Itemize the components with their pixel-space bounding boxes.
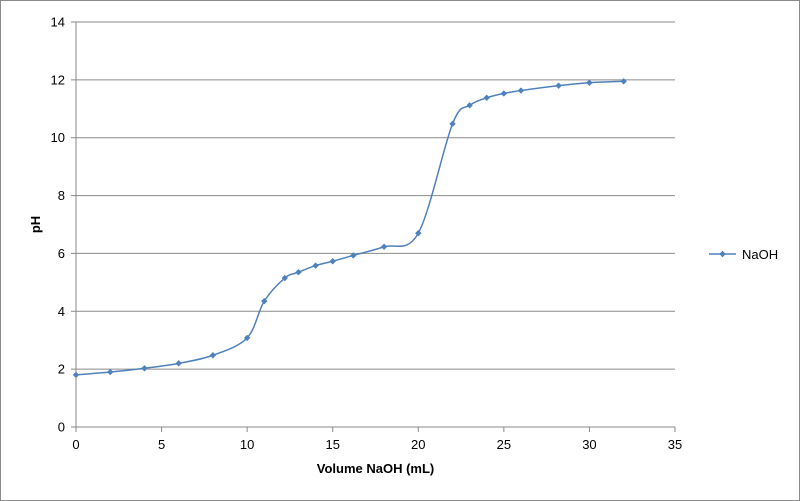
data-point-19 (555, 82, 562, 89)
data-point-20 (586, 79, 593, 86)
legend-label-naoh: NaOH (742, 247, 778, 262)
x-tick-label-25: 25 (497, 437, 511, 452)
x-tick-labels: 0 5 10 15 20 25 30 35 (72, 437, 682, 452)
data-point-4 (209, 352, 217, 359)
data-point-3 (175, 360, 182, 367)
data-point-18 (517, 87, 525, 94)
data-point-6 (261, 297, 268, 305)
x-axis-title: Volume NaOH (mL) (317, 461, 435, 476)
y-tick-label-4: 4 (58, 304, 65, 319)
x-tick-label-35: 35 (668, 437, 682, 452)
legend-marker-swatch (719, 250, 726, 258)
x-tick-label-10: 10 (240, 437, 254, 452)
data-point-5 (243, 334, 251, 342)
x-tick-label-20: 20 (411, 437, 425, 452)
data-point-0 (72, 371, 80, 379)
y-tick-label-12: 12 (51, 72, 65, 87)
legend: NaOH (709, 247, 778, 262)
data-point-12 (380, 243, 388, 250)
x-tick-label-5: 5 (158, 437, 165, 452)
data-point-2 (141, 365, 148, 372)
axes (71, 21, 676, 432)
x-tick-label-15: 15 (325, 437, 339, 452)
data-point-11 (350, 252, 357, 259)
y-tick-label-0: 0 (58, 420, 65, 435)
series-group (72, 78, 627, 379)
y-tick-labels: 0 2 4 6 8 10 12 14 (51, 15, 65, 435)
grid-lines (76, 21, 675, 370)
y-axis-title: pH (28, 216, 43, 233)
y-tick-label-14: 14 (51, 15, 65, 30)
data-point-21 (620, 78, 627, 85)
data-point-14 (449, 120, 456, 128)
data-point-15 (466, 102, 473, 109)
y-tick-label-10: 10 (51, 130, 65, 145)
data-point-17 (500, 90, 508, 97)
y-tick-label-2: 2 (58, 362, 65, 377)
x-tick-label-0: 0 (72, 437, 79, 452)
x-tick-label-30: 30 (582, 437, 596, 452)
data-point-13 (415, 229, 422, 237)
data-point-7 (281, 274, 288, 282)
series-line-naoh (75, 80, 624, 376)
data-point-16 (483, 94, 490, 101)
data-point-10 (329, 258, 336, 265)
data-point-9 (312, 262, 319, 269)
y-tick-label-6: 6 (58, 246, 65, 261)
data-point-8 (295, 269, 302, 276)
data-point-1 (107, 368, 114, 376)
y-tick-label-8: 8 (58, 188, 65, 203)
